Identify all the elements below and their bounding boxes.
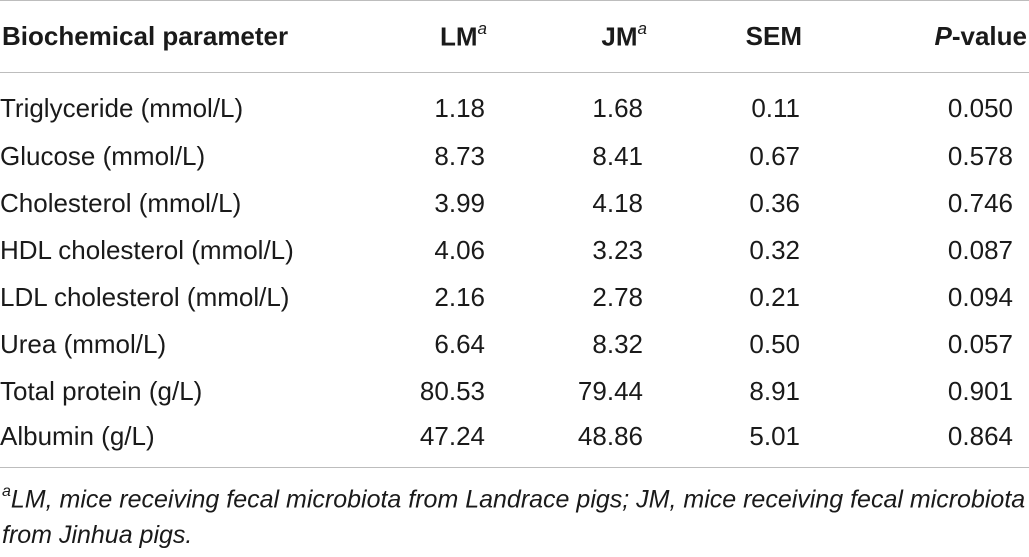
table-footnote: aLM, mice receiving fecal microbiota fro… <box>0 466 1029 553</box>
cell-jm: 79.44 <box>577 375 643 406</box>
header-p-value: P-value <box>840 1 1029 73</box>
cell-jm: 3.23 <box>592 234 643 265</box>
cell-jm: 8.32 <box>592 328 643 359</box>
header-lm-footnote-mark: a <box>477 18 487 38</box>
cell-sem: 0.36 <box>749 187 800 218</box>
cell-parameter: Triglyceride (mmol/L) <box>0 93 244 124</box>
cell-parameter: Total protein (g/L) <box>0 375 203 406</box>
cell-p: 0.578 <box>947 140 1013 171</box>
cell-sem: 0.11 <box>751 93 800 124</box>
header-lm-label: LM <box>439 21 478 52</box>
cell-sem: 5.01 <box>749 421 800 451</box>
table-row: LDL cholesterol (mmol/L) 2.16 2.78 0.21 0.09… <box>0 274 1029 321</box>
cell-lm: 47.24 <box>419 421 485 451</box>
table-header: Biochemical parameter LMa JMa SEM P-valu… <box>0 0 1029 73</box>
cell-parameter: Urea (mmol/L) <box>0 328 167 359</box>
cell-sem: 0.67 <box>749 140 800 171</box>
cell-jm: 8.41 <box>592 140 643 171</box>
table-row: Total protein (g/L) 80.53 79.44 8.91 0.901 <box>0 368 1029 415</box>
cell-jm: 1.68 <box>592 93 643 124</box>
cell-p: 0.087 <box>947 234 1013 265</box>
header-lm: LMa <box>385 1 515 73</box>
cell-p: 0.050 <box>947 93 1013 124</box>
cell-jm: 2.78 <box>592 281 643 312</box>
cell-parameter: LDL cholesterol (mmol/L) <box>0 281 290 312</box>
cell-lm: 8.73 <box>434 140 485 171</box>
header-parameter: Biochemical parameter <box>2 21 289 51</box>
cell-parameter: Albumin (g/L) <box>0 421 155 451</box>
table-body: Triglyceride (mmol/L) 1.18 1.68 0.11 0.050 Gl… <box>0 73 1029 467</box>
cell-parameter: Glucose (mmol/L) <box>0 140 206 171</box>
cell-parameter: Cholesterol (mmol/L) <box>0 187 242 218</box>
header-p-rest: -value <box>951 21 1027 51</box>
cell-p: 0.746 <box>947 187 1013 218</box>
cell-sem: 8.91 <box>749 375 800 406</box>
cell-lm: 6.64 <box>434 328 485 359</box>
table-row: Triglyceride (mmol/L) 1.18 1.68 0.11 0.050 <box>0 73 1029 133</box>
cell-lm: 2.16 <box>434 281 485 312</box>
cell-p: 0.057 <box>947 328 1013 359</box>
header-jm-footnote-mark: a <box>637 18 647 38</box>
cell-sem: 0.21 <box>749 281 800 312</box>
biochemical-parameters-table: Biochemical parameter LMa JMa SEM P-valu… <box>0 0 1029 467</box>
cell-p: 0.901 <box>947 375 1013 406</box>
table-row: Albumin (g/L) 47.24 48.86 5.01 0.864 <box>0 415 1029 467</box>
cell-p: 0.094 <box>947 281 1013 312</box>
cell-p: 0.864 <box>947 421 1013 451</box>
table-row: Cholesterol (mmol/L) 3.99 4.18 0.36 0.746 <box>0 180 1029 227</box>
footnote-mark: a <box>2 482 11 500</box>
table-row: Urea (mmol/L) 6.64 8.32 0.50 0.057 <box>0 321 1029 368</box>
cell-sem: 0.32 <box>749 234 800 265</box>
header-jm-label: JM <box>601 21 638 52</box>
header-p-italic: P <box>934 21 952 51</box>
table-row: HDL cholesterol (mmol/L) 4.06 3.23 0.32 0.08… <box>0 227 1029 274</box>
cell-lm: 3.99 <box>434 187 485 218</box>
cell-lm: 1.18 <box>434 93 485 124</box>
cell-lm: 80.53 <box>419 375 485 406</box>
header-row: Biochemical parameter LMa JMa SEM P-valu… <box>0 0 1029 73</box>
cell-parameter: HDL cholesterol (mmol/L) <box>0 234 294 265</box>
header-jm: JMa <box>515 1 687 73</box>
cell-lm: 4.06 <box>434 234 485 265</box>
table-row: Glucose (mmol/L) 8.73 8.41 0.67 0.578 <box>0 133 1029 180</box>
footnote-text: LM, mice receiving fecal microbiota from… <box>2 484 1026 549</box>
cell-jm: 4.18 <box>592 187 643 218</box>
cell-jm: 48.86 <box>577 421 643 451</box>
header-sem: SEM <box>745 21 802 51</box>
cell-sem: 0.50 <box>749 328 800 359</box>
